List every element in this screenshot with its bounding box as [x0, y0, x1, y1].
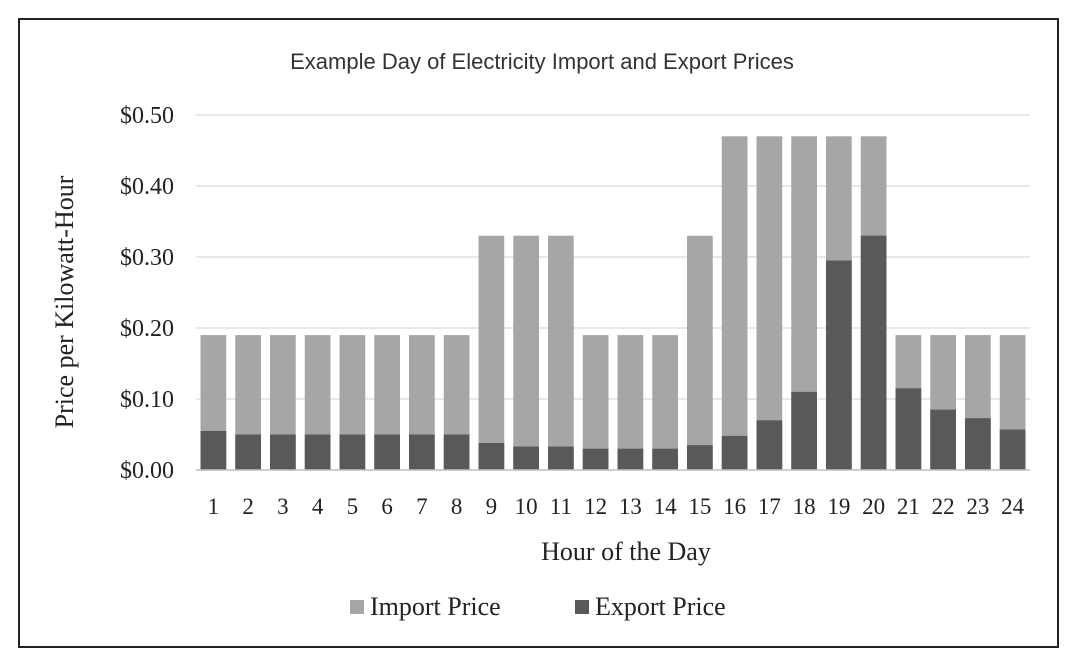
x-tick-label: 3 — [277, 494, 289, 519]
bar-export-price — [339, 434, 366, 470]
bars — [200, 136, 1026, 471]
bar-export-price — [999, 429, 1026, 470]
x-tick-label: 24 — [1001, 494, 1025, 519]
x-tick-label: 13 — [619, 494, 642, 519]
x-tick-label: 14 — [654, 494, 678, 519]
x-tick-label: 11 — [550, 494, 572, 519]
bar-export-price — [965, 418, 991, 470]
x-tick-label: 10 — [515, 494, 538, 519]
bar-export-price — [756, 420, 783, 470]
legend-label: Export Price — [595, 592, 726, 621]
x-tick-label: 18 — [793, 494, 816, 519]
gridlines — [196, 114, 1030, 400]
legend-swatch — [575, 600, 589, 614]
x-tick-label: 8 — [451, 494, 463, 519]
x-tick-label: 6 — [381, 494, 393, 519]
bar-import-price — [756, 136, 783, 471]
bar-export-price — [304, 434, 331, 470]
x-tick-label: 15 — [688, 494, 711, 519]
x-tick-label: 12 — [584, 494, 607, 519]
y-tick-label: $0.10 — [120, 387, 174, 413]
bar-import-price — [721, 136, 748, 471]
bar-export-price — [617, 448, 644, 470]
x-tick-label: 21 — [897, 494, 920, 519]
bar-import-price — [548, 235, 574, 470]
x-tick-label: 23 — [966, 494, 989, 519]
bar-export-price — [270, 434, 296, 470]
x-tick-label: 19 — [827, 494, 850, 519]
bar-export-price — [721, 435, 748, 470]
bar-export-price — [478, 443, 505, 470]
x-tick-label: 7 — [416, 494, 428, 519]
y-tick-label: $0.30 — [120, 245, 174, 271]
y-tick-label: $0.50 — [120, 103, 174, 129]
x-tick-label: 4 — [312, 494, 324, 519]
bar-export-price — [895, 388, 922, 470]
bar-export-price — [409, 434, 435, 470]
bar-export-price — [687, 445, 713, 470]
x-tick-label: 5 — [347, 494, 359, 519]
bar-import-price — [478, 235, 505, 470]
legend-swatch — [350, 600, 364, 614]
legend-label: Import Price — [370, 592, 501, 621]
bar-import-price — [652, 335, 678, 470]
y-axis-label: Price per Kilowatt-Hour — [50, 175, 79, 428]
bar-chart: Example Day of Electricity Import and Ex… — [50, 49, 1030, 621]
chart-frame: Example Day of Electricity Import and Ex… — [18, 18, 1059, 648]
bar-export-price — [930, 409, 956, 470]
bar-import-price — [617, 335, 644, 470]
bar-import-price — [582, 335, 609, 470]
bar-export-price — [443, 434, 470, 470]
bar-import-price — [687, 235, 713, 470]
x-tick-label: 16 — [723, 494, 746, 519]
bar-export-price — [582, 448, 609, 470]
bar-export-price — [826, 260, 852, 470]
x-tick-label: 2 — [242, 494, 254, 519]
x-tick-label: 17 — [758, 494, 781, 519]
x-tick-label: 9 — [486, 494, 498, 519]
bar-export-price — [513, 446, 539, 470]
x-tick-label: 20 — [862, 494, 885, 519]
y-axis-ticks: $0.00 $0.10 $0.20 $0.30 $0.40 $0.50 — [120, 103, 174, 484]
x-tick-label: 1 — [208, 494, 220, 519]
chart-title: Example Day of Electricity Import and Ex… — [290, 49, 794, 74]
bar-export-price — [860, 235, 887, 470]
bar-export-price — [200, 430, 227, 470]
legend: Import Price Export Price — [350, 592, 726, 621]
bar-export-price — [235, 434, 261, 470]
y-tick-label: $0.20 — [120, 316, 174, 342]
bar-export-price — [652, 448, 678, 470]
bar-export-price — [791, 391, 817, 470]
bar-export-price — [548, 446, 574, 470]
x-axis-label: Hour of the Day — [541, 537, 711, 566]
y-tick-label: $0.40 — [120, 174, 174, 200]
bar-export-price — [374, 434, 400, 470]
x-axis-ticks: 1 2 3 4 5 6 7 8 9 10 11 12 13 14 15 16 17 18 19 20 21 22 23 24 — [208, 494, 1025, 519]
y-tick-label: $0.00 — [120, 458, 174, 484]
bar-import-price — [513, 235, 539, 470]
x-tick-label: 22 — [932, 494, 955, 519]
